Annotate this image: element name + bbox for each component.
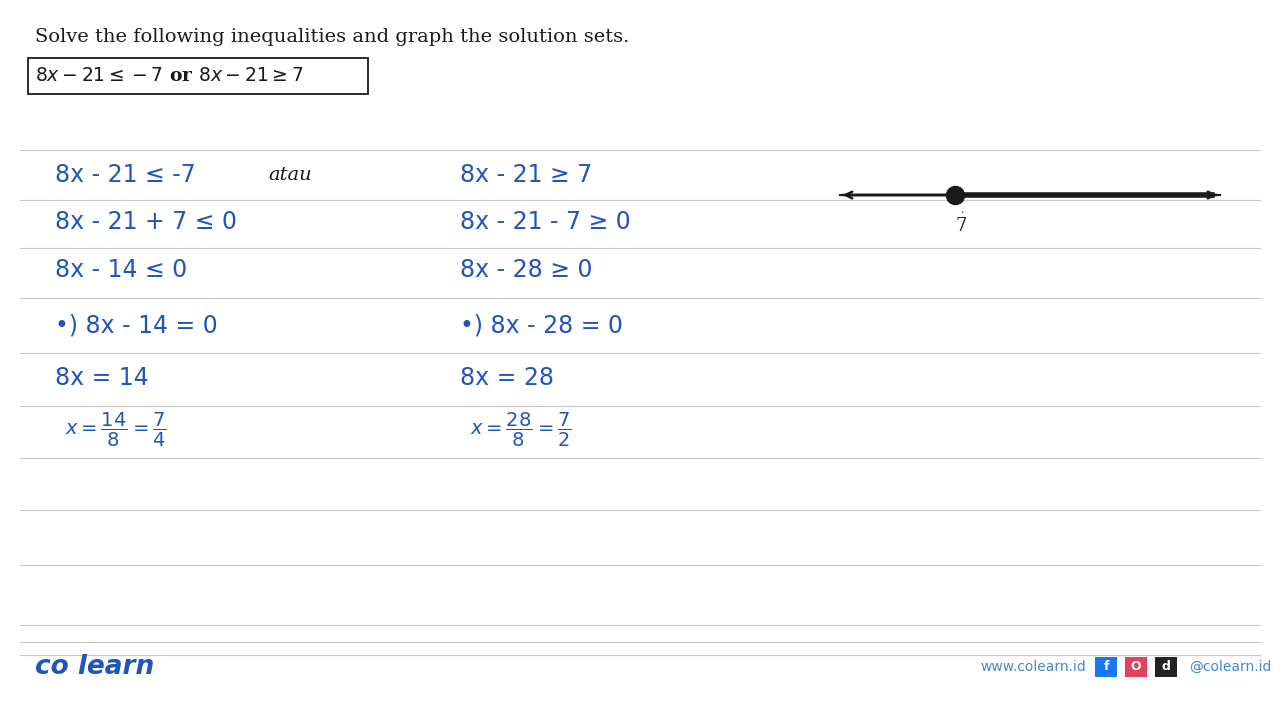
Text: @colearn.id: @colearn.id [1189,660,1271,674]
Text: $x=\dfrac{14}{8}=\dfrac{7}{4}$: $x=\dfrac{14}{8}=\dfrac{7}{4}$ [65,411,166,449]
Bar [28,58,369,94]
FancyBboxPatch shape [1094,657,1117,677]
Text: 8x - 21 + 7 ≤ 0: 8x - 21 + 7 ≤ 0 [55,210,237,234]
Text: •) 8x - 14 = 0: •) 8x - 14 = 0 [55,313,218,337]
FancyBboxPatch shape [1155,657,1178,677]
Text: f: f [1103,660,1108,673]
Text: •) 8x - 28 = 0: •) 8x - 28 = 0 [460,313,623,337]
Text: O: O [1130,660,1142,673]
Text: $x=\dfrac{28}{8}=\dfrac{7}{2}$: $x=\dfrac{28}{8}=\dfrac{7}{2}$ [470,411,572,449]
Text: .: . [961,205,965,215]
Text: d: d [1161,660,1170,673]
Text: 8x = 28: 8x = 28 [460,366,554,390]
Text: 8x = 14: 8x = 14 [55,366,148,390]
Text: atau: atau [269,166,312,184]
Text: 8x - 28 ≥ 0: 8x - 28 ≥ 0 [460,258,593,282]
Text: co learn: co learn [35,654,155,680]
Text: 8x - 21 ≥ 7: 8x - 21 ≥ 7 [460,163,593,187]
Text: 8x - 14 ≤ 0: 8x - 14 ≤ 0 [55,258,187,282]
Text: www.colearn.id: www.colearn.id [980,660,1085,674]
Text: Solve the following inequalities and graph the solution sets.: Solve the following inequalities and gra… [35,28,630,46]
Text: 8x - 21 ≤ -7: 8x - 21 ≤ -7 [55,163,196,187]
FancyBboxPatch shape [1125,657,1147,677]
Text: 8x - 21 - 7 ≥ 0: 8x - 21 - 7 ≥ 0 [460,210,631,234]
Text: $8x-21\leq-7$ or $8x-21\geq7$: $8x-21\leq-7$ or $8x-21\geq7$ [35,67,303,85]
Text: 7: 7 [955,217,966,235]
